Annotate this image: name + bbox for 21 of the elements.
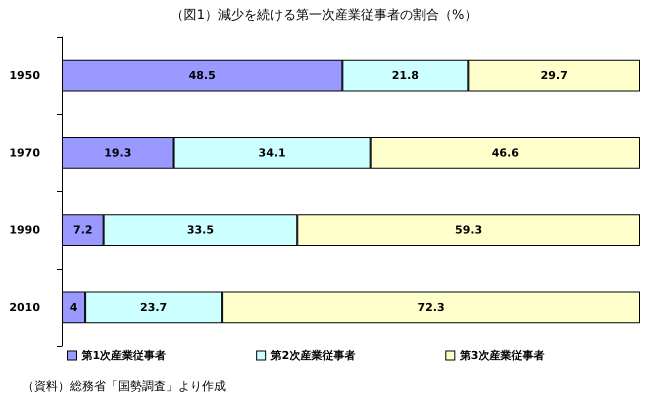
data-label: 33.5: [186, 224, 214, 237]
data-label: 48.5: [188, 69, 216, 82]
data-label: 7.2: [73, 224, 93, 237]
data-label: 4: [70, 300, 78, 314]
y-tick-label: 1990: [9, 224, 40, 237]
data-label: 19.3: [104, 146, 132, 160]
legend-label: 第3次産業従事者: [458, 349, 544, 362]
y-tick-label: 1970: [9, 146, 40, 160]
data-label: 46.6: [492, 146, 520, 160]
text: （資料）総務省「国勢調査」より作成: [22, 379, 226, 393]
data-label: 23.7: [140, 300, 168, 314]
legend-label: 第1次産業従事者: [80, 349, 166, 362]
data-label: 34.1: [258, 146, 286, 160]
y-tick-label: 2010: [9, 300, 40, 314]
data-label: 21.8: [392, 69, 419, 82]
data-label: 29.7: [540, 69, 568, 82]
data-label: 59.3: [455, 224, 482, 237]
legend-label: 第2次産業従事者: [270, 349, 356, 362]
chart-title: （図1）減少を続ける第一次産業従事者の割合（%）: [170, 7, 478, 23]
y-tick-label: 1950: [9, 69, 40, 82]
data-label: 72.3: [417, 300, 445, 314]
